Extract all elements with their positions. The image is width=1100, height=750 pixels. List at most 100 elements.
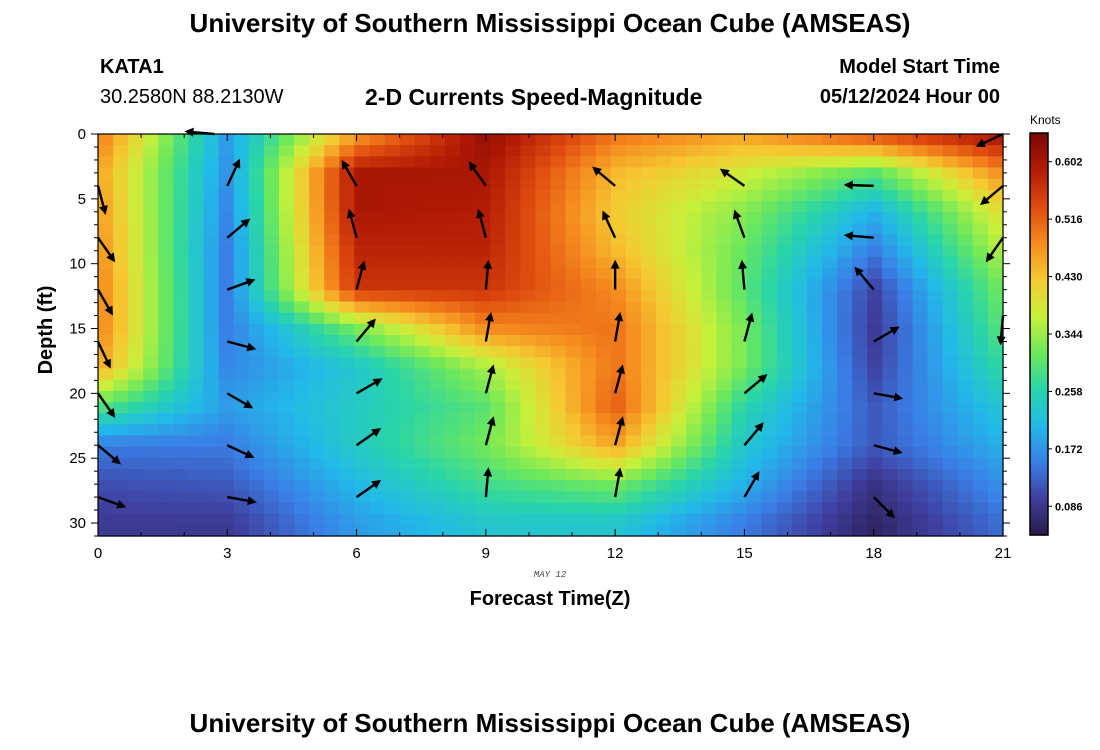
heatmap-cell — [143, 480, 159, 492]
heatmap-cell — [173, 312, 190, 325]
heatmap-cell — [791, 368, 808, 381]
heatmap-cell — [686, 335, 702, 347]
heatmap-cell — [942, 413, 959, 425]
heatmap-cell — [882, 167, 899, 180]
heatmap-cell — [475, 524, 491, 537]
heatmap-cell — [837, 346, 853, 358]
heatmap-cell — [822, 357, 838, 370]
heatmap-cell — [203, 301, 220, 314]
heatmap-cell — [550, 413, 567, 425]
heatmap-cell — [143, 390, 159, 403]
heatmap-cell — [188, 134, 205, 146]
heatmap-cell — [746, 279, 763, 291]
heatmap-cell — [475, 335, 491, 347]
heatmap-cell — [610, 290, 627, 303]
heatmap-cell — [188, 212, 205, 224]
heatmap-cell — [309, 145, 325, 157]
heatmap-cell — [580, 368, 597, 381]
colorbar-segment — [1030, 434, 1048, 439]
heatmap-cell — [429, 368, 446, 381]
heatmap-cell — [580, 234, 597, 247]
heatmap-cell — [399, 513, 416, 526]
heatmap-cell — [550, 323, 567, 336]
heatmap-cell — [203, 346, 220, 358]
heatmap-cell — [490, 234, 506, 247]
colorbar-segment — [1030, 407, 1048, 412]
heatmap-cell — [414, 156, 431, 169]
colorbar-segment — [1030, 323, 1048, 328]
heatmap-cell — [339, 446, 356, 459]
heatmap-cell — [852, 234, 868, 247]
heatmap-cell — [806, 480, 823, 492]
heatmap-cell — [113, 178, 129, 191]
heatmap-cell — [248, 212, 265, 224]
heatmap-cell — [565, 201, 582, 213]
colorbar-segment — [1030, 287, 1048, 292]
heatmap-cell — [987, 268, 1004, 280]
heatmap-cell — [173, 502, 190, 515]
heatmap-cell — [837, 201, 853, 213]
heatmap-cell — [384, 502, 401, 515]
heatmap-cell — [429, 390, 446, 403]
heatmap-cell — [942, 234, 959, 247]
heatmap-cell — [927, 357, 944, 370]
heatmap-cell — [218, 524, 235, 537]
heatmap-cell — [369, 524, 386, 537]
heatmap-cell — [520, 469, 537, 481]
heatmap-cell — [641, 279, 657, 291]
heatmap-cell — [233, 346, 250, 358]
heatmap-cell — [806, 223, 823, 236]
current-vector — [483, 259, 493, 290]
heatmap-cell — [309, 134, 325, 146]
heatmap-cell — [535, 301, 552, 314]
heatmap-cell — [113, 446, 129, 459]
heatmap-cell — [128, 368, 144, 381]
heatmap-cell — [399, 312, 416, 325]
heatmap-cell — [882, 323, 899, 336]
current-vector — [872, 496, 895, 519]
heatmap-cell — [912, 279, 929, 291]
colorbar-segment — [1030, 166, 1048, 171]
heatmap-cell — [158, 413, 175, 425]
colorbar-segment — [1030, 390, 1048, 395]
heatmap-cell — [173, 357, 190, 370]
current-vector — [346, 208, 358, 239]
heatmap-cell — [656, 357, 672, 370]
heatmap-cell — [173, 346, 190, 358]
heatmap-cell — [641, 491, 657, 504]
heatmap-cell — [580, 402, 597, 414]
heatmap-cell — [791, 167, 808, 180]
heatmap-cell — [505, 178, 521, 191]
heatmap-cell — [158, 312, 175, 325]
heatmap-cell — [535, 156, 552, 169]
heatmap-cell — [610, 145, 627, 157]
heatmap-cell — [505, 234, 521, 247]
heatmap-cell — [761, 379, 778, 392]
heatmap-cell — [625, 346, 642, 358]
heatmap-cell — [867, 167, 883, 180]
heatmap-cell — [701, 513, 718, 526]
heatmap-cell — [987, 357, 1004, 370]
heatmap-cell — [625, 435, 642, 448]
heatmap-cell — [580, 301, 597, 314]
heatmap-cell — [520, 379, 537, 392]
heatmap-cell — [716, 480, 733, 492]
heatmap-cell — [822, 145, 838, 157]
heatmap-cell — [444, 279, 461, 291]
heatmap-cell — [731, 134, 748, 146]
colorbar-segment — [1030, 441, 1048, 446]
heatmap-cell — [475, 312, 491, 325]
heatmap-cell — [98, 301, 114, 314]
heatmap-cell — [806, 156, 823, 169]
heatmap-cell — [641, 457, 657, 470]
heatmap-cell — [912, 245, 929, 258]
heatmap-cell — [942, 312, 959, 325]
heatmap-cell — [882, 346, 899, 358]
heatmap-cell — [218, 469, 235, 481]
heatmap-cell — [625, 323, 642, 336]
heatmap-cell — [882, 335, 899, 347]
heatmap-cell — [233, 290, 250, 303]
colorbar-segment — [1030, 427, 1048, 432]
heatmap-cell — [912, 491, 929, 504]
heatmap-cell — [309, 223, 325, 236]
